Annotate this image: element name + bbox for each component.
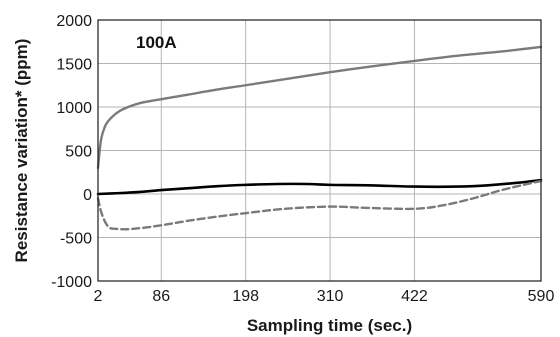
grid <box>97 19 542 282</box>
y-tick-label: 1000 <box>56 100 92 117</box>
y-tick-label: -500 <box>60 231 92 248</box>
x-tick-label: 198 <box>232 288 259 305</box>
y-tick-label: 0 <box>83 187 92 204</box>
y-axis-label: Resistance variation* (ppm) <box>12 39 31 263</box>
dashed-gray-series-line <box>96 179 543 231</box>
black-series-line <box>96 178 543 196</box>
y-tick-label: 2000 <box>56 13 92 30</box>
x-axis-label: Sampling time (sec.) <box>247 316 412 335</box>
x-tick-label: 2 <box>94 288 103 305</box>
x-tick-label: 422 <box>401 288 428 305</box>
x-tick-labels: 2 86 198 310 422 590 <box>94 288 555 305</box>
y-tick-labels: 2000 1500 1000 500 0 -500 -1000 <box>51 13 92 291</box>
plot-frame <box>97 19 542 282</box>
y-tick-label: 1500 <box>56 57 92 74</box>
chart-annotation: 100A <box>136 33 177 52</box>
y-tick-label: -1000 <box>51 274 92 291</box>
series-layer <box>96 45 543 231</box>
upper-gray-series-line <box>96 45 543 170</box>
x-tick-label: 590 <box>528 288 555 305</box>
y-tick-label: 500 <box>65 144 92 161</box>
x-tick-label: 86 <box>152 288 170 305</box>
x-tick-label: 310 <box>317 288 344 305</box>
